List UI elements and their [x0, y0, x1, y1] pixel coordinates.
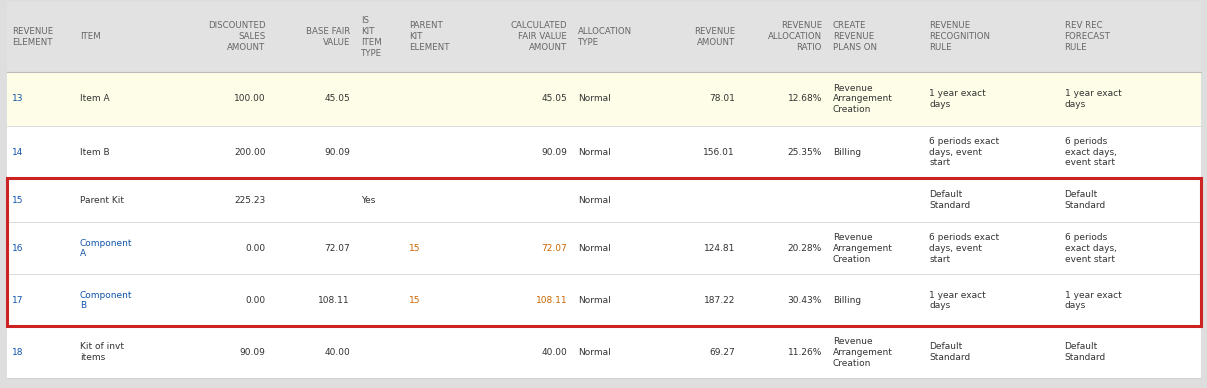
Text: 12.68%: 12.68% — [788, 94, 822, 103]
Bar — [7, 274, 1201, 326]
Bar — [7, 178, 1201, 326]
Text: ITEM: ITEM — [80, 32, 100, 41]
Text: 15: 15 — [409, 296, 421, 305]
Text: Normal: Normal — [578, 94, 611, 103]
Text: 15: 15 — [12, 196, 24, 205]
Text: Normal: Normal — [578, 147, 611, 157]
Text: Parent Kit: Parent Kit — [80, 196, 123, 205]
Text: 17: 17 — [12, 296, 24, 305]
Text: 15: 15 — [409, 244, 421, 253]
Text: 1 year exact
days: 1 year exact days — [929, 89, 986, 109]
Text: Normal: Normal — [578, 296, 611, 305]
Text: 200.00: 200.00 — [234, 147, 266, 157]
Text: 1 year exact
days: 1 year exact days — [1065, 89, 1121, 109]
Text: Component
B: Component B — [80, 291, 132, 310]
Text: 40.00: 40.00 — [325, 348, 350, 357]
Bar — [7, 2, 1201, 71]
Bar — [7, 126, 1201, 178]
Text: Default
Standard: Default Standard — [929, 343, 970, 362]
Text: 90.09: 90.09 — [325, 147, 350, 157]
Text: 108.11: 108.11 — [319, 296, 350, 305]
Text: 225.23: 225.23 — [234, 196, 266, 205]
Text: 72.07: 72.07 — [542, 244, 567, 253]
Text: 72.07: 72.07 — [325, 244, 350, 253]
Text: REVENUE
RECOGNITION
RULE: REVENUE RECOGNITION RULE — [929, 21, 991, 52]
Text: 1 year exact
days: 1 year exact days — [1065, 291, 1121, 310]
Text: 78.01: 78.01 — [710, 94, 735, 103]
Text: 6 periods exact
days, event
start: 6 periods exact days, event start — [929, 137, 999, 167]
Text: 187.22: 187.22 — [704, 296, 735, 305]
Text: 6 periods
exact days,
event start: 6 periods exact days, event start — [1065, 233, 1116, 264]
Text: Normal: Normal — [578, 348, 611, 357]
Text: 156.01: 156.01 — [704, 147, 735, 157]
Text: 0.00: 0.00 — [245, 244, 266, 253]
Text: ALLOCATION
TYPE: ALLOCATION TYPE — [578, 27, 632, 47]
Text: Billing: Billing — [833, 296, 861, 305]
Text: 16: 16 — [12, 244, 24, 253]
Text: 25.35%: 25.35% — [788, 147, 822, 157]
Text: 100.00: 100.00 — [234, 94, 266, 103]
Text: Item B: Item B — [80, 147, 110, 157]
Text: DISCOUNTED
SALES
AMOUNT: DISCOUNTED SALES AMOUNT — [208, 21, 266, 52]
Text: BASE FAIR
VALUE: BASE FAIR VALUE — [305, 27, 350, 47]
Text: REVENUE
ALLOCATION
RATIO: REVENUE ALLOCATION RATIO — [768, 21, 822, 52]
Bar — [7, 71, 1201, 126]
Text: 14: 14 — [12, 147, 23, 157]
Text: REV REC
FORECAST
RULE: REV REC FORECAST RULE — [1065, 21, 1110, 52]
Text: 108.11: 108.11 — [536, 296, 567, 305]
Text: CALCULATED
FAIR VALUE
AMOUNT: CALCULATED FAIR VALUE AMOUNT — [511, 21, 567, 52]
Text: 90.09: 90.09 — [240, 348, 266, 357]
Text: 18: 18 — [12, 348, 24, 357]
Text: Default
Standard: Default Standard — [1065, 343, 1106, 362]
Text: REVENUE
AMOUNT: REVENUE AMOUNT — [694, 27, 735, 47]
Text: 6 periods
exact days,
event start: 6 periods exact days, event start — [1065, 137, 1116, 167]
Bar — [7, 178, 1201, 222]
Text: 11.26%: 11.26% — [788, 348, 822, 357]
Text: REVENUE
ELEMENT: REVENUE ELEMENT — [12, 27, 53, 47]
Text: 45.05: 45.05 — [542, 94, 567, 103]
Text: Revenue
Arrangement
Creation: Revenue Arrangement Creation — [833, 233, 893, 264]
Text: 20.28%: 20.28% — [788, 244, 822, 253]
Text: Normal: Normal — [578, 244, 611, 253]
Text: Normal: Normal — [578, 196, 611, 205]
Text: CREATE
REVENUE
PLANS ON: CREATE REVENUE PLANS ON — [833, 21, 876, 52]
Text: 1 year exact
days: 1 year exact days — [929, 291, 986, 310]
Text: Component
A: Component A — [80, 239, 132, 258]
Text: 45.05: 45.05 — [325, 94, 350, 103]
Text: 40.00: 40.00 — [542, 348, 567, 357]
Text: 0.00: 0.00 — [245, 296, 266, 305]
Text: Default
Standard: Default Standard — [1065, 191, 1106, 210]
Text: Item A: Item A — [80, 94, 110, 103]
Text: 69.27: 69.27 — [710, 348, 735, 357]
Text: Yes: Yes — [361, 196, 375, 205]
Text: 6 periods exact
days, event
start: 6 periods exact days, event start — [929, 233, 999, 264]
Text: 13: 13 — [12, 94, 24, 103]
Bar — [7, 326, 1201, 378]
Text: PARENT
KIT
ELEMENT: PARENT KIT ELEMENT — [409, 21, 450, 52]
Bar — [7, 222, 1201, 274]
Text: 30.43%: 30.43% — [788, 296, 822, 305]
Text: Revenue
Arrangement
Creation: Revenue Arrangement Creation — [833, 83, 893, 114]
Text: IS
KIT
ITEM
TYPE: IS KIT ITEM TYPE — [361, 16, 383, 58]
Text: Default
Standard: Default Standard — [929, 191, 970, 210]
Text: 90.09: 90.09 — [542, 147, 567, 157]
Text: 124.81: 124.81 — [704, 244, 735, 253]
Text: Revenue
Arrangement
Creation: Revenue Arrangement Creation — [833, 337, 893, 367]
Text: Kit of invt
items: Kit of invt items — [80, 343, 123, 362]
Text: Billing: Billing — [833, 147, 861, 157]
